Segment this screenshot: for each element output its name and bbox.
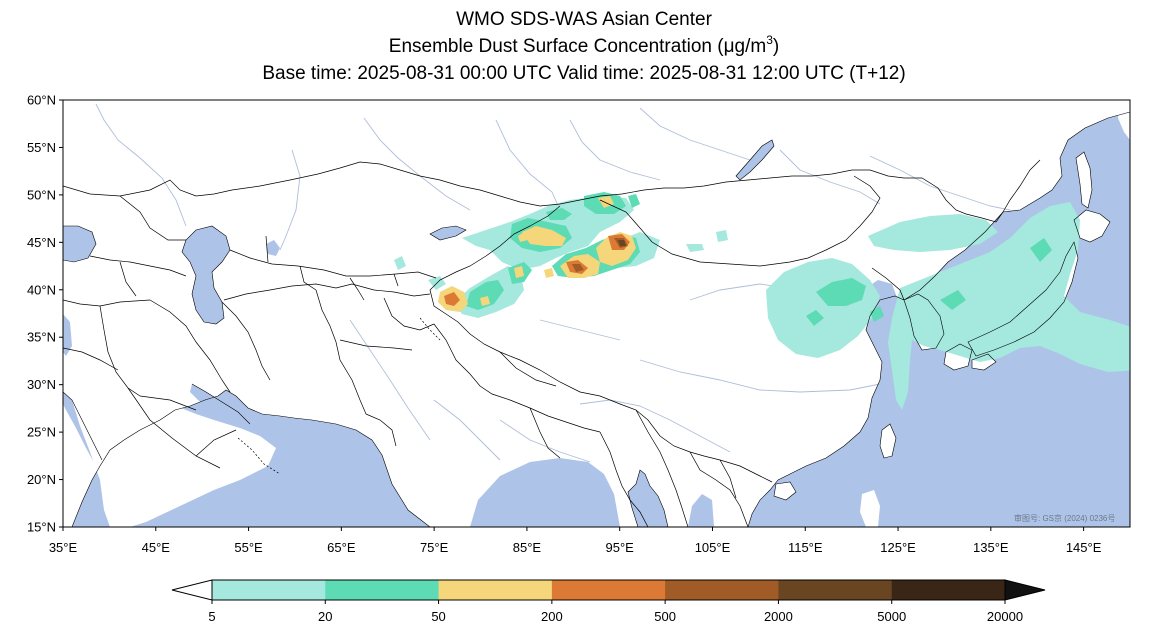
sakhalin-island (1076, 152, 1092, 208)
aral-sea (266, 240, 280, 256)
bay-of-bengal (470, 458, 620, 527)
lon-tick-label: 125°E (880, 540, 916, 555)
title-line-3: Base time: 2025-08-31 00:00 UTC Valid ti… (262, 63, 906, 84)
lat-tick-label: 35°N (27, 330, 56, 345)
lat-tick-label: 20°N (27, 472, 56, 487)
luzon-island (860, 490, 880, 527)
map-frame (62, 99, 1131, 528)
caspian-sea (182, 226, 230, 324)
map-area[interactable]: 审图号: GS京 (2024) 0236号 (63, 100, 1140, 527)
lat-tick-label: 45°N (27, 235, 56, 250)
colorbar-segment (212, 580, 326, 600)
arabian-peninsula (72, 394, 276, 527)
taiwan-island (880, 424, 896, 458)
map-watermark: 审图号: GS京 (2024) 0236号 (1014, 513, 1115, 523)
dust-level-2000-5000 (618, 240, 626, 246)
lon-tick-label: 145°E (1066, 540, 1102, 555)
colorbar-segment (778, 580, 893, 600)
hainan-island (774, 482, 796, 500)
colorbar-level-label: 200 (541, 609, 563, 624)
lat-tick-label: 25°N (27, 425, 56, 440)
lat-tick-label: 30°N (27, 377, 56, 392)
colorbar-segment (325, 580, 440, 600)
figure-title: WMO SDS-WAS Asian Center Ensemble Dust S… (0, 6, 1168, 87)
colorbar-level-label: 2000 (764, 609, 793, 624)
disputed-borders (237, 317, 441, 475)
lon-tick-label: 105°E (695, 540, 731, 555)
colorbar-segment (438, 580, 553, 600)
lat-tick-label: 60°N (27, 93, 56, 108)
lon-tick-label: 35°E (49, 540, 78, 555)
colorbar-segment (665, 580, 779, 600)
lon-tick-label: 45°E (142, 540, 171, 555)
colorbar-outline (211, 579, 1006, 601)
colorbar-segment (551, 580, 666, 600)
lon-tick-label: 65°E (327, 540, 356, 555)
gulf-of-thailand (688, 494, 714, 527)
colorbar-level-label: 20 (318, 609, 332, 624)
colorbar: 5 20 50 200 500 2000 5000 20000 (171, 579, 1046, 624)
title-line-2: Ensemble Dust Surface Concentration (μg/… (388, 33, 780, 57)
lat-tick-label: 40°N (27, 282, 56, 297)
rivers (95, 103, 1011, 463)
title-line-1: WMO SDS-WAS Asian Center (456, 9, 712, 30)
lon-tick-label: 55°E (234, 540, 263, 555)
lon-tick-label: 75°E (420, 540, 449, 555)
latitude-axis: 60°N 55°N 50°N 45°N 40°N 35°N 30°N 25°N 20°N 15°N (27, 93, 63, 535)
lat-tick-label: 15°N (27, 520, 56, 535)
colorbar-level-label: 20000 (987, 609, 1023, 624)
coastlines (63, 111, 1130, 527)
colorbar-under-arrow (171, 579, 213, 601)
colorbar-level-label: 5000 (877, 609, 906, 624)
persian-gulf (190, 384, 250, 428)
lon-tick-label: 135°E (973, 540, 1009, 555)
japan-hokkaido (1074, 210, 1110, 242)
colorbar-over-arrow (1004, 579, 1046, 601)
lon-tick-label: 95°E (606, 540, 635, 555)
kamchatka-edge (1118, 100, 1130, 140)
colorbar-level-label: 50 (431, 609, 445, 624)
lat-tick-label: 55°N (27, 140, 56, 155)
asia-landmass (63, 100, 1130, 527)
lake-baikal (736, 140, 774, 180)
mediterranean-edge (63, 314, 72, 356)
lon-tick-label: 85°E (513, 540, 542, 555)
black-sea (63, 226, 96, 262)
longitude-axis: 35°E 45°E 55°E 65°E 75°E 85°E 95°E 105°E 115°E 12… (49, 527, 1102, 555)
lat-tick-label: 50°N (27, 187, 56, 202)
colorbar-segment (891, 580, 1006, 600)
colorbar-level-label: 500 (654, 609, 676, 624)
lon-tick-label: 115°E (788, 540, 823, 555)
colorbar-level-label: 5 (208, 609, 215, 624)
